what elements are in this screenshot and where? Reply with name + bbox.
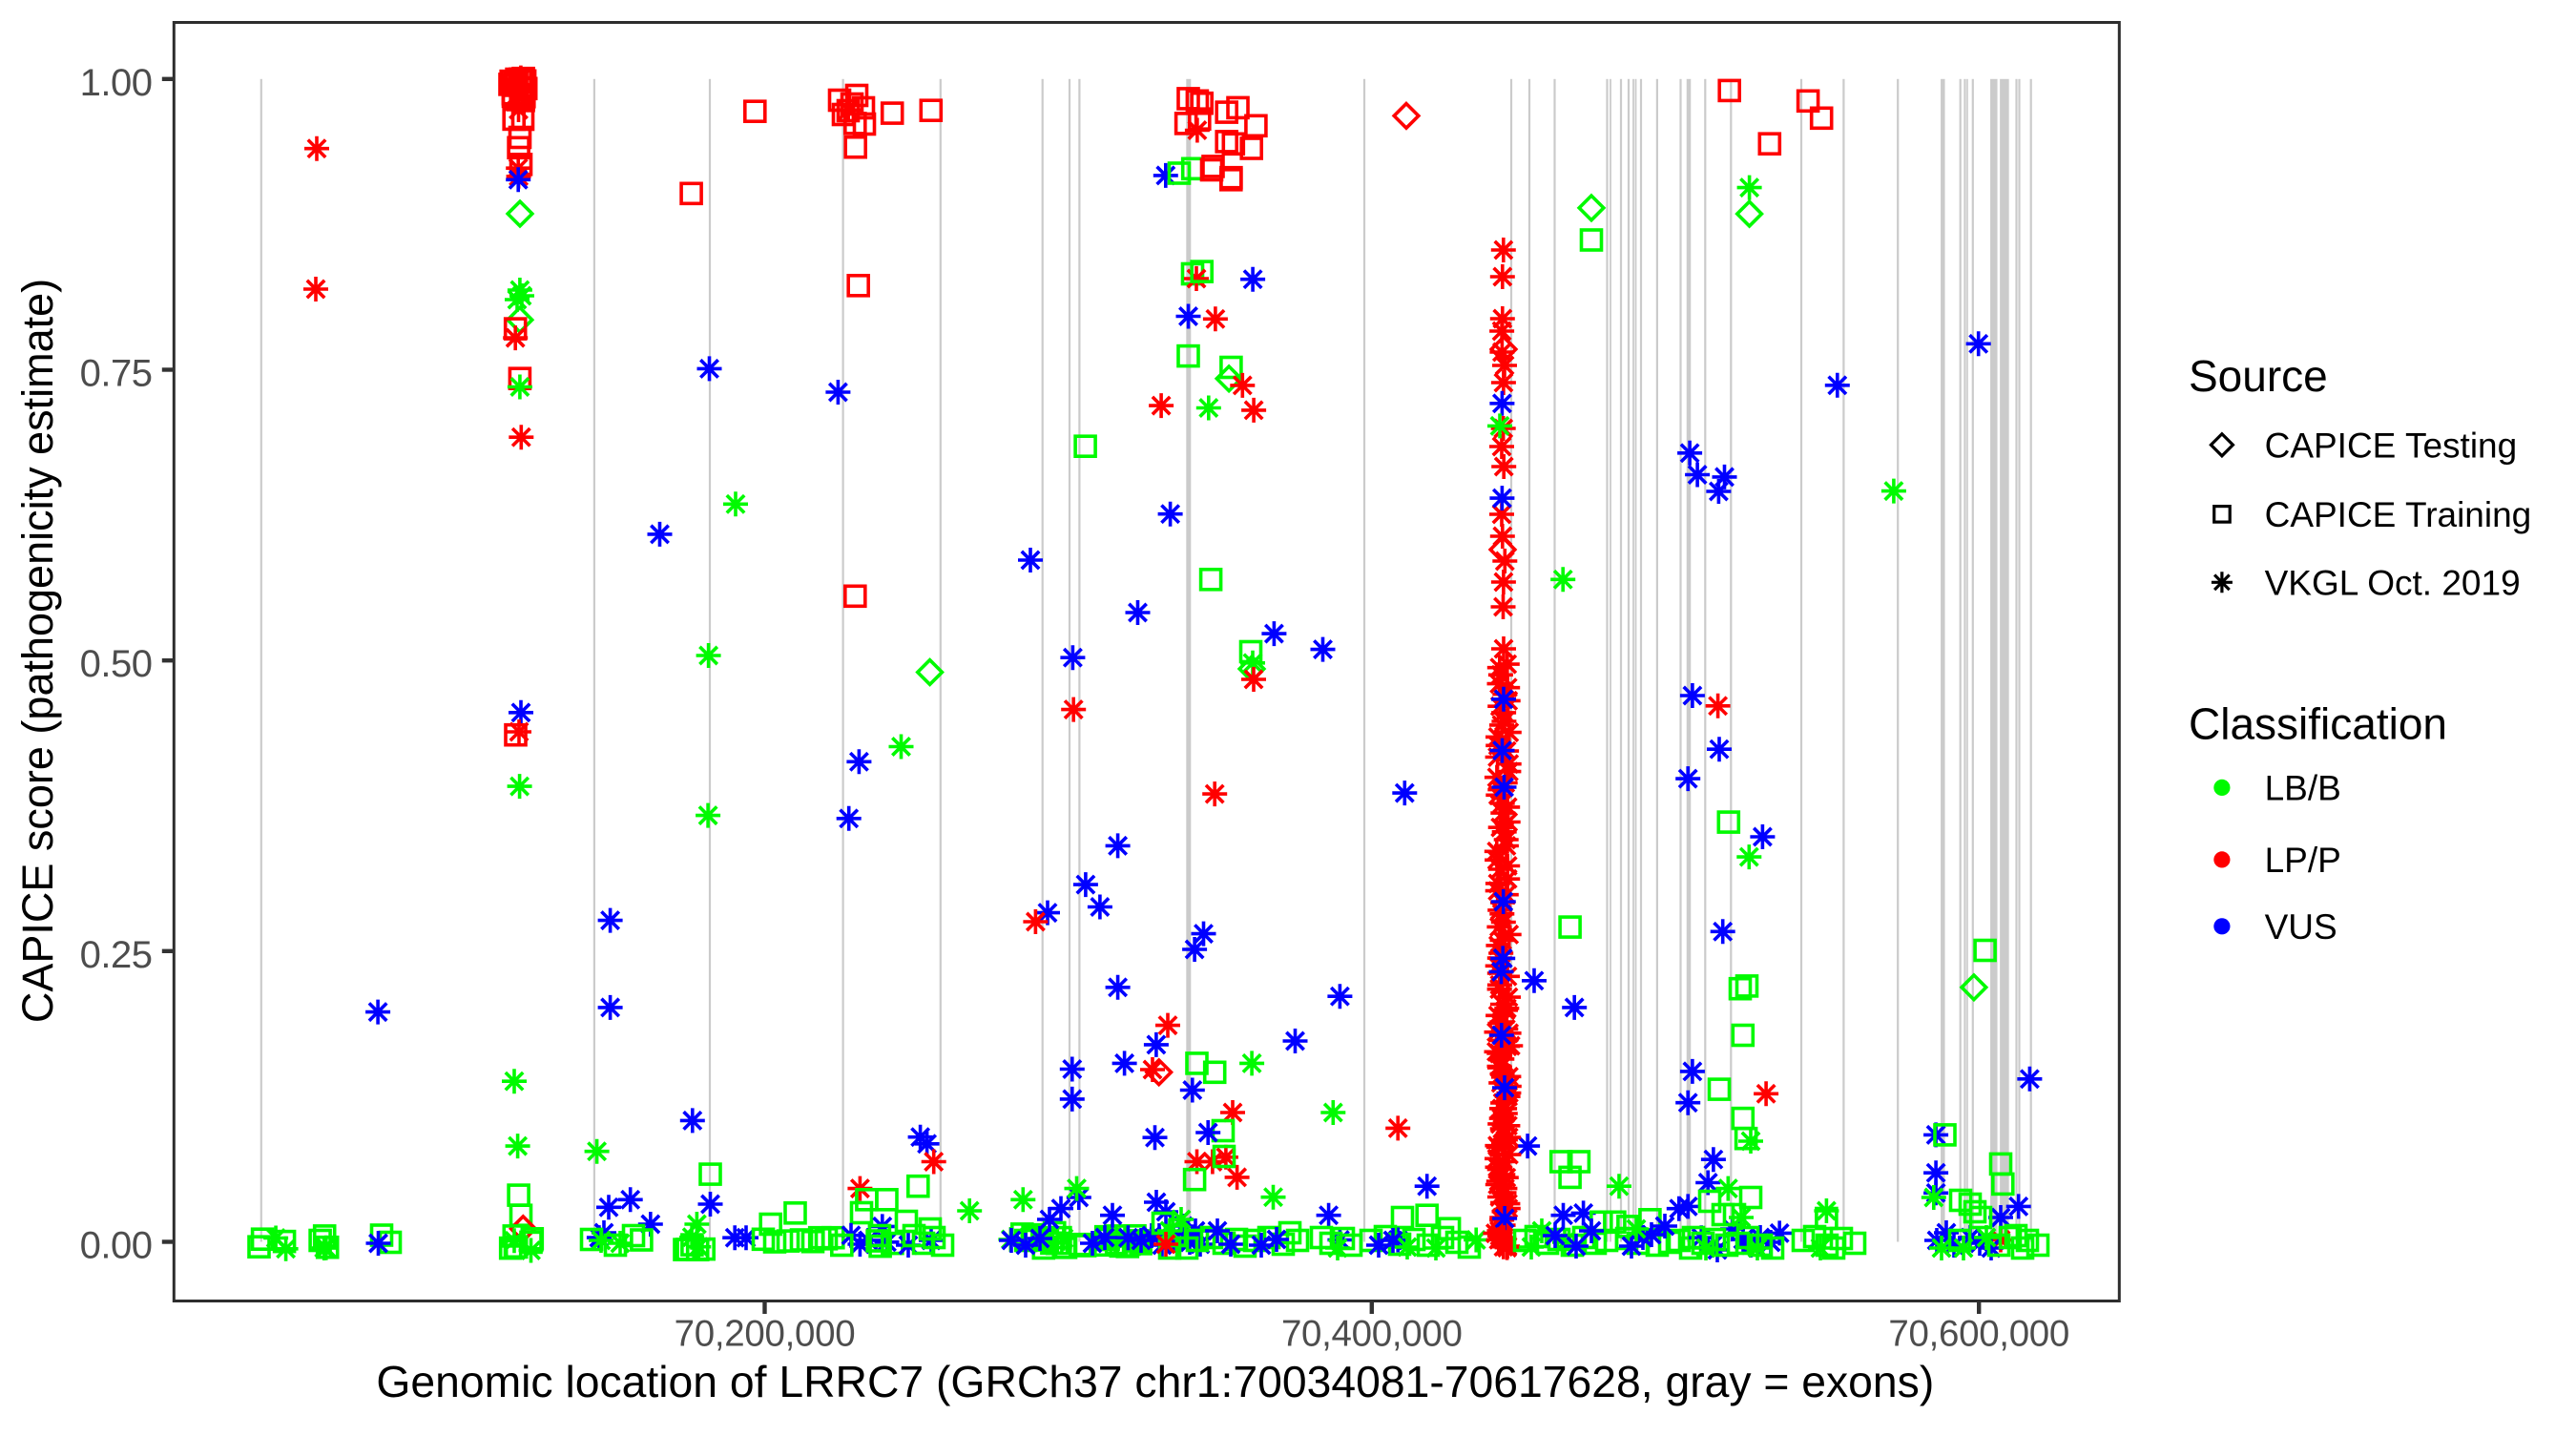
svg-text:LB/B: LB/B [2265, 768, 2341, 807]
svg-text:1.00: 1.00 [80, 62, 153, 104]
svg-text:70,200,000: 70,200,000 [675, 1314, 856, 1355]
svg-text:LP/P: LP/P [2265, 841, 2341, 880]
svg-text:CAPICE Training: CAPICE Training [2265, 495, 2532, 534]
svg-text:CAPICE score (pathogenicity es: CAPICE score (pathogenicity estimate) [13, 279, 62, 1023]
svg-text:0.00: 0.00 [80, 1225, 153, 1267]
svg-text:VKGL Oct. 2019: VKGL Oct. 2019 [2265, 563, 2521, 602]
svg-text:0.50: 0.50 [80, 643, 153, 685]
svg-text:Genomic location of LRRC7 (GRC: Genomic location of LRRC7 (GRCh37 chr1:7… [376, 1357, 1934, 1406]
svg-text:Classification: Classification [2189, 699, 2447, 749]
svg-text:Source: Source [2189, 351, 2328, 401]
svg-text:0.25: 0.25 [80, 934, 153, 976]
svg-text:0.75: 0.75 [80, 353, 153, 395]
svg-text:VUS: VUS [2265, 907, 2337, 947]
svg-text:70,400,000: 70,400,000 [1281, 1314, 1463, 1355]
svg-text:70,600,000: 70,600,000 [1888, 1314, 2069, 1355]
svg-text:CAPICE Testing: CAPICE Testing [2265, 426, 2518, 465]
